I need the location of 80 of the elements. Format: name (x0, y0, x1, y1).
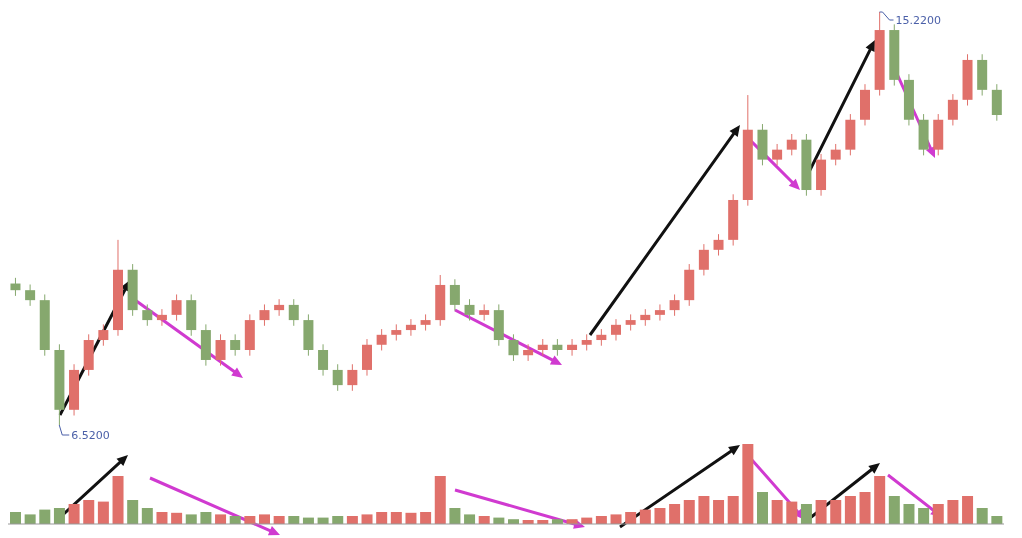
bar (903, 504, 915, 524)
bar (127, 500, 139, 524)
bar (654, 508, 666, 524)
candlestick (523, 343, 534, 362)
bar (947, 500, 959, 524)
bar (376, 512, 388, 524)
bar (757, 492, 768, 524)
candlestick (449, 278, 460, 312)
bar (97, 501, 109, 524)
bar (464, 514, 476, 524)
bar (713, 500, 725, 524)
candlestick (376, 328, 387, 351)
bar (68, 504, 80, 524)
bar (698, 496, 710, 524)
bar (888, 496, 900, 524)
bar (434, 476, 446, 524)
bar (844, 496, 856, 524)
bar (185, 514, 197, 524)
bar (53, 508, 65, 524)
candlestick (318, 343, 329, 377)
candlestick (947, 93, 958, 126)
candlestick (25, 283, 36, 307)
bar (800, 504, 812, 524)
candlestick (259, 303, 270, 327)
candlestick (156, 308, 167, 327)
bar (39, 509, 51, 524)
bar (830, 500, 842, 524)
bar (259, 514, 270, 524)
bar (200, 512, 212, 524)
candlestick (288, 298, 299, 327)
candlestick (98, 323, 109, 347)
bar (361, 514, 373, 524)
bar (786, 501, 798, 524)
candlestick (347, 363, 358, 392)
bar (10, 512, 21, 524)
bar (639, 509, 651, 524)
annotation: 15.2200 (895, 14, 941, 27)
bar (918, 508, 930, 524)
candlestick (830, 143, 841, 166)
candlestick (10, 277, 21, 297)
candlestick (464, 298, 475, 322)
candlestick (215, 333, 226, 367)
bar (859, 492, 871, 524)
candlestick (654, 303, 665, 322)
candlestick (405, 318, 416, 337)
candlestick (508, 333, 519, 362)
candlestick (786, 133, 797, 156)
candlestick (698, 243, 709, 276)
bar (976, 508, 988, 524)
bar (727, 496, 739, 524)
candlestick (772, 143, 783, 166)
bar (771, 500, 783, 524)
candlestick (610, 318, 621, 341)
bar (215, 514, 227, 524)
bar (610, 514, 622, 524)
candlestick (274, 298, 285, 317)
bar (390, 512, 402, 524)
candlestick (171, 293, 182, 322)
bar (449, 508, 461, 524)
bar (742, 444, 754, 524)
bar (669, 504, 681, 524)
candlestick (713, 233, 724, 257)
bar (24, 514, 36, 524)
candlestick (332, 363, 343, 392)
candlestick (142, 303, 153, 327)
bar (420, 512, 432, 524)
bar (815, 500, 827, 524)
candlestick (669, 293, 680, 317)
bar (156, 512, 168, 524)
bar (932, 504, 944, 524)
bar (112, 476, 124, 524)
candlestick (230, 333, 241, 357)
bar (83, 500, 95, 524)
bar (962, 496, 974, 524)
bar (141, 508, 153, 524)
bar (683, 500, 695, 524)
text: 6.5200 (71, 429, 110, 442)
bar (625, 512, 637, 524)
candlestick (567, 338, 578, 357)
bar (874, 476, 886, 524)
